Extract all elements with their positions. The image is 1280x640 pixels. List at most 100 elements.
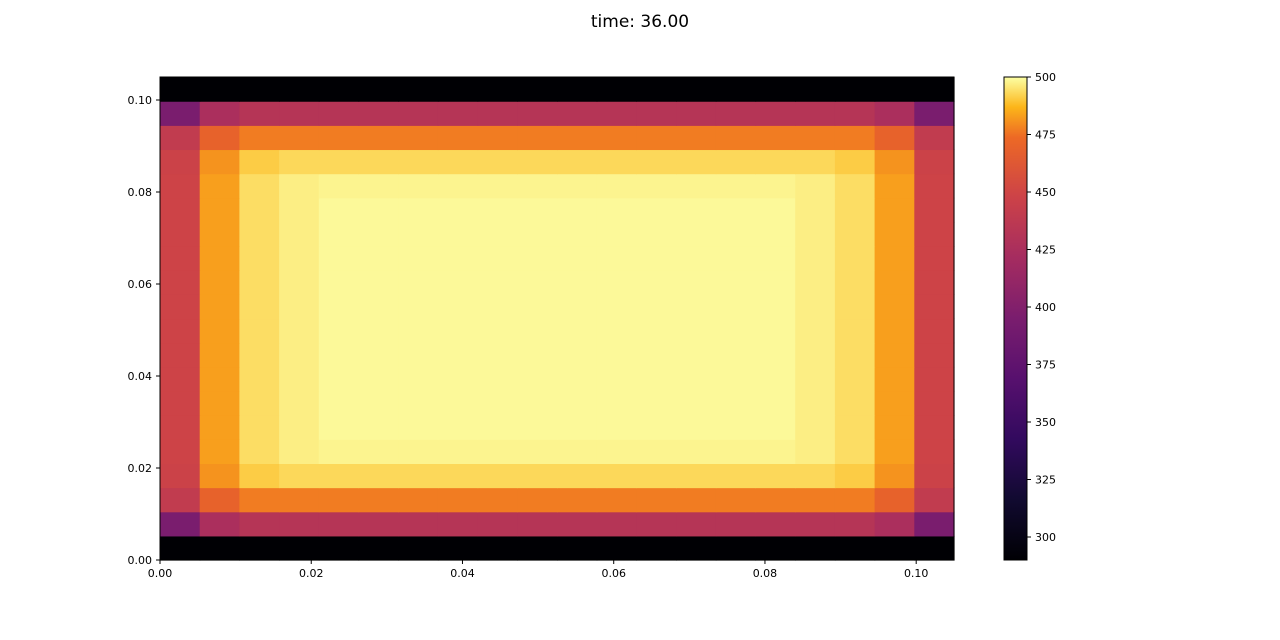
heatmap-cell xyxy=(636,125,677,151)
heatmap-cell xyxy=(755,535,796,561)
heatmap-cell xyxy=(358,294,399,320)
heatmap-cell xyxy=(636,221,677,247)
heatmap-cell xyxy=(636,246,677,271)
heatmap-cell xyxy=(517,318,558,344)
heatmap-cell xyxy=(636,342,677,368)
y-tick-label: 0.04 xyxy=(128,370,153,383)
x-tick-label: 0.08 xyxy=(753,567,778,580)
heatmap-cell xyxy=(755,366,796,392)
heatmap-cell xyxy=(557,125,598,151)
colorbar-gradient xyxy=(1004,77,1027,560)
heatmap-cell xyxy=(596,463,637,489)
heatmap-cell xyxy=(834,197,876,223)
heatmap-cell xyxy=(437,221,479,247)
heatmap-cell xyxy=(517,173,558,199)
heatmap-cell xyxy=(318,101,360,126)
heatmap-cell xyxy=(795,197,836,223)
heatmap-cell xyxy=(596,173,637,199)
heatmap-cell xyxy=(795,221,836,247)
heatmap-cell xyxy=(239,101,280,126)
heatmap-cell xyxy=(636,535,677,561)
heatmap-cell xyxy=(398,390,439,416)
heatmap-cell xyxy=(517,366,558,392)
heatmap-cell xyxy=(755,342,796,368)
heatmap-cell xyxy=(874,173,915,199)
heatmap-cell xyxy=(874,270,915,295)
heatmap-cell xyxy=(279,125,320,151)
heatmap-cell xyxy=(437,197,479,223)
heatmap-cell xyxy=(239,342,280,368)
heatmap-cell xyxy=(318,390,360,416)
heatmap-cell xyxy=(398,318,439,344)
heatmap-cell xyxy=(834,487,876,513)
heatmap-cell xyxy=(834,101,876,126)
heatmap-cell xyxy=(914,366,955,392)
chart-title: time: 36.00 xyxy=(591,12,689,32)
heatmap-cell xyxy=(755,270,796,295)
heatmap-cell xyxy=(279,342,320,368)
heatmap-cell xyxy=(318,197,360,223)
heatmap-cell xyxy=(874,125,915,151)
heatmap-cell xyxy=(715,101,757,126)
heatmap-cell xyxy=(874,390,915,416)
heatmap-cell xyxy=(318,511,360,537)
heatmap-cell xyxy=(398,101,439,126)
heatmap-cell xyxy=(358,221,399,247)
heatmap-cell xyxy=(477,390,518,416)
heatmap-cell xyxy=(715,511,757,537)
heatmap-cell xyxy=(636,149,677,175)
heatmap-cell xyxy=(596,149,637,175)
heatmap-cell xyxy=(239,487,280,513)
heatmap-cell xyxy=(795,294,836,320)
heatmap-cell xyxy=(715,342,757,368)
heatmap-cell xyxy=(437,439,479,464)
heatmap-cell xyxy=(715,270,757,295)
heatmap-cell xyxy=(358,366,399,392)
heatmap-cell xyxy=(318,77,360,102)
heatmap-cell xyxy=(596,246,637,271)
heatmap-cell xyxy=(636,390,677,416)
heatmap-cell xyxy=(160,270,201,295)
heatmap-cell xyxy=(318,318,360,344)
heatmap-cell xyxy=(279,246,320,271)
heatmap-cell xyxy=(437,101,479,126)
x-tick-label: 0.06 xyxy=(601,567,626,580)
colorbar-tick-label: 400 xyxy=(1035,301,1056,314)
heatmap-cell xyxy=(914,294,955,320)
heatmap-cell xyxy=(160,101,201,126)
colorbar-tick-label: 375 xyxy=(1035,359,1056,372)
heatmap-cell xyxy=(715,173,757,199)
heatmap-cell xyxy=(557,511,598,537)
heatmap-cell xyxy=(160,149,201,175)
heatmap-cell xyxy=(239,197,280,223)
heatmap-cell xyxy=(834,294,876,320)
heatmap-cell xyxy=(437,415,479,440)
heatmap-cell xyxy=(795,342,836,368)
x-tick-label: 0.04 xyxy=(450,567,475,580)
heatmap-cell xyxy=(557,270,598,295)
heatmap-cell xyxy=(755,173,796,199)
heatmap-cell xyxy=(318,463,360,489)
heatmap-cell xyxy=(874,535,915,561)
heatmap-cell xyxy=(160,294,201,320)
heatmap-cell xyxy=(160,221,201,247)
heatmap-cell xyxy=(874,246,915,271)
heatmap-cell xyxy=(557,173,598,199)
heatmap-cell xyxy=(755,294,796,320)
heatmap-cell xyxy=(477,439,518,464)
heatmap-cell xyxy=(557,535,598,561)
heatmap-cell xyxy=(239,173,280,199)
heatmap-cell xyxy=(914,101,955,126)
y-tick-label: 0.08 xyxy=(128,186,153,199)
heatmap-cell xyxy=(239,294,280,320)
heatmap-cell xyxy=(358,101,399,126)
heatmap-cell xyxy=(437,270,479,295)
heatmap-cell xyxy=(676,77,717,102)
heatmap-cell xyxy=(557,390,598,416)
heatmap-cell xyxy=(318,246,360,271)
heatmap-cell xyxy=(279,294,320,320)
heatmap-cell xyxy=(676,463,717,489)
heatmap-cell xyxy=(358,487,399,513)
heatmap-cell xyxy=(596,270,637,295)
heatmap-cell xyxy=(636,487,677,513)
